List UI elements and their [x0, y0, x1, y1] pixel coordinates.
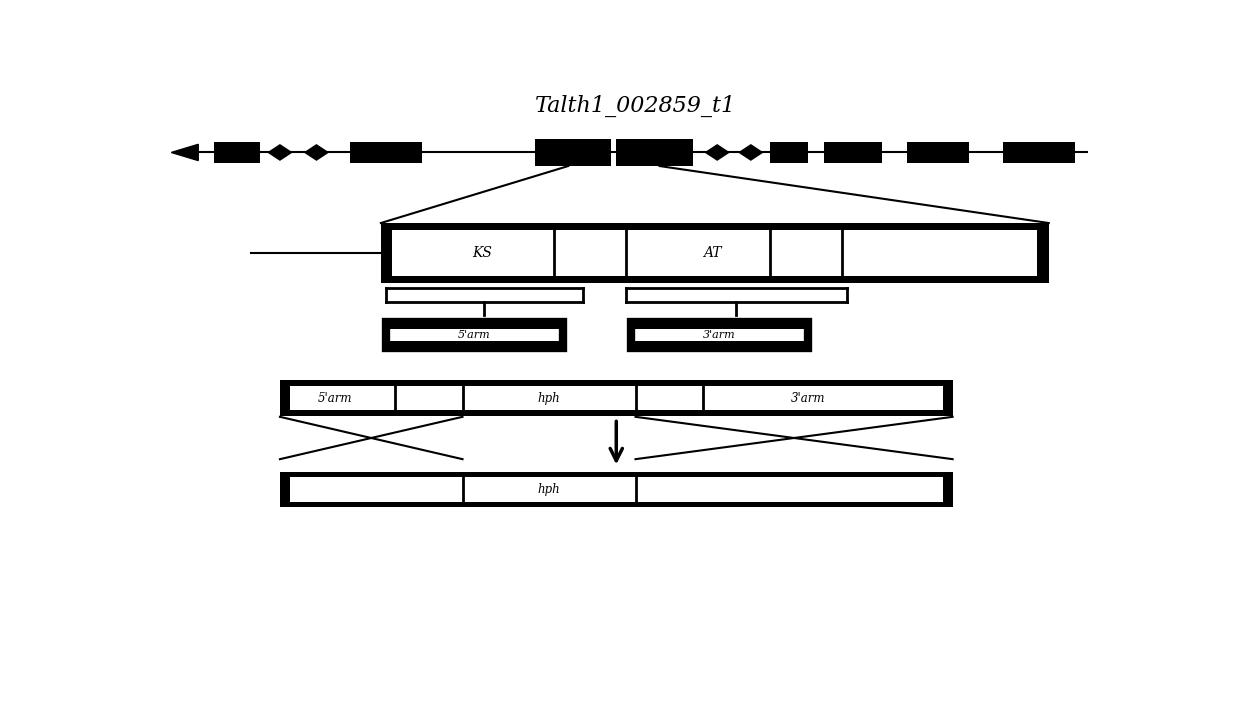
Bar [280, 381, 952, 416]
Bar [392, 230, 1037, 276]
Text: KS: KS [471, 246, 492, 260]
Bar [534, 139, 611, 166]
Bar [1003, 142, 1075, 163]
Bar [386, 321, 563, 348]
Text: AT: AT [703, 246, 722, 260]
Text: 5'arm: 5'arm [459, 330, 491, 340]
Polygon shape [305, 145, 327, 160]
Bar [616, 139, 693, 166]
Polygon shape [171, 145, 198, 161]
Polygon shape [706, 145, 729, 160]
Text: 3'arm: 3'arm [703, 330, 735, 340]
Text: 3'arm: 3'arm [791, 391, 826, 405]
Bar [631, 321, 808, 348]
Bar [770, 142, 808, 163]
Bar [280, 472, 952, 507]
Bar [631, 341, 808, 348]
Bar [381, 223, 1049, 283]
Text: hph: hph [538, 483, 560, 496]
Polygon shape [739, 145, 763, 160]
Bar [290, 386, 942, 410]
Bar [386, 321, 563, 329]
Bar [631, 321, 808, 329]
Bar [350, 142, 422, 163]
Text: Talth1_002859_t1: Talth1_002859_t1 [534, 95, 737, 118]
Bar [213, 142, 259, 163]
Bar [823, 142, 882, 163]
Bar [290, 477, 942, 501]
Text: hph: hph [538, 391, 560, 405]
Text: 5'arm: 5'arm [317, 391, 352, 405]
Bar [386, 341, 563, 348]
Bar [906, 142, 970, 163]
Polygon shape [268, 145, 291, 160]
